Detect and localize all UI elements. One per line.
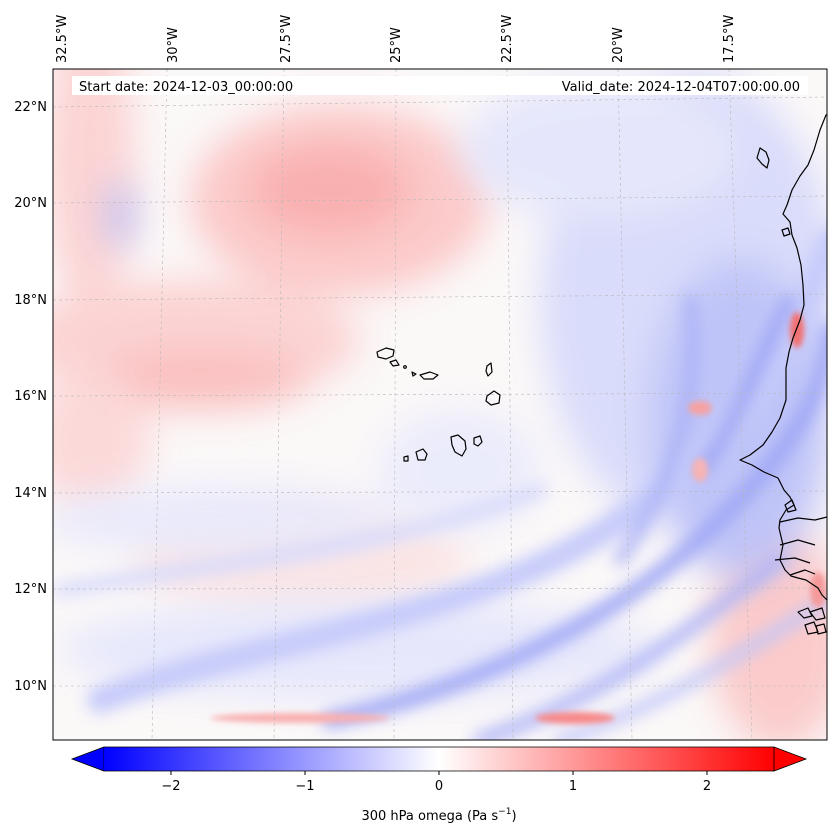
lon-label: 32.5°W xyxy=(55,15,70,63)
lat-label: 22°N xyxy=(14,100,47,115)
colorbar-gradient xyxy=(104,747,774,771)
colorbar-tick-label: 1 xyxy=(569,779,577,794)
date-box xyxy=(72,76,808,95)
lon-label: 27.5°W xyxy=(279,15,294,63)
colorbar-max-extension xyxy=(773,746,808,772)
lon-label: 17.5°W xyxy=(722,15,737,63)
colorbar-label-end: ) xyxy=(511,809,516,824)
lat-label: 20°N xyxy=(14,196,47,211)
omega-field xyxy=(53,69,827,740)
coastlines xyxy=(739,114,827,635)
lat-label: 18°N xyxy=(14,293,47,308)
colorbar-label-sup: −1 xyxy=(498,807,511,817)
colorbar: −2 −1 0 1 2 300 hPa omega (Pa s−1) xyxy=(70,746,808,824)
latitude-labels: 22°N 20°N 18°N 16°N 14°N 12°N 10°N xyxy=(14,100,47,694)
cape-verde-islands xyxy=(376,347,501,462)
colorbar-tick-label: −2 xyxy=(161,779,180,794)
lon-label: 30°W xyxy=(166,27,181,63)
map-frame xyxy=(52,68,828,741)
lon-label: 20°W xyxy=(611,27,626,63)
colorbar-tick-label: 0 xyxy=(435,779,443,794)
colorbar-min-extension xyxy=(70,746,105,772)
colorbar-label: 300 hPa omega (Pa s−1) xyxy=(361,807,516,824)
colorbar-label-main: 300 hPa omega (Pa s xyxy=(361,809,498,824)
lat-label: 14°N xyxy=(14,486,47,501)
lat-label: 10°N xyxy=(14,679,47,694)
longitude-labels: 32.5°W 30°W 27.5°W 25°W 22.5°W 20°W 17.5… xyxy=(55,15,737,63)
lat-label: 12°N xyxy=(14,582,47,597)
colorbar-tick-label: 2 xyxy=(703,779,711,794)
lon-label: 22.5°W xyxy=(500,15,515,63)
lon-label: 25°W xyxy=(389,27,404,63)
colorbar-tick-label: −1 xyxy=(295,779,314,794)
africa-coastline xyxy=(739,114,827,601)
lat-label: 16°N xyxy=(14,389,47,404)
start-date-label: Start date: 2024-12-03_00:00:00 xyxy=(79,80,293,95)
valid-date-label: Valid_date: 2024-12-04T07:00:00.00 xyxy=(562,80,800,95)
gridlines xyxy=(53,69,827,740)
